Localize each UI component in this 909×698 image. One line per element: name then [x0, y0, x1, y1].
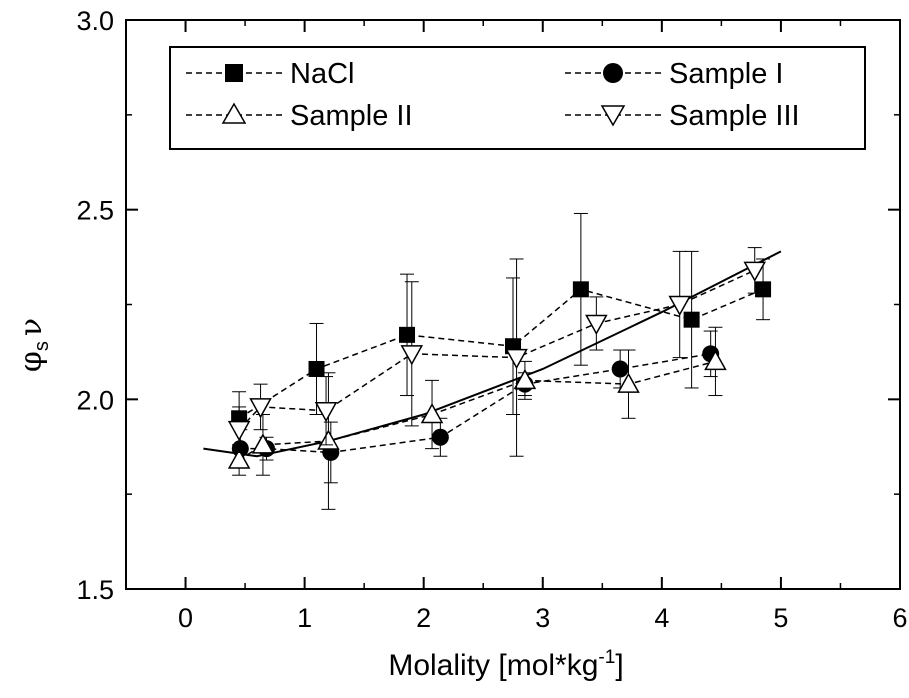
x-axis-title-sup: -1	[598, 647, 615, 668]
x-axis-title: Molality [mol*kg-1]	[388, 647, 623, 682]
y-axis-title: φsν	[14, 318, 53, 372]
legend-entry-nacl: NaCl	[186, 58, 354, 90]
x-tick-label: 5	[773, 603, 788, 633]
legend-marker-open-triangle-down	[600, 105, 626, 127]
data-point	[585, 314, 608, 336]
x-tick-labels: 0 1 2 3 4 5 6	[178, 603, 907, 633]
legend-entry-sample-ii: Sample II	[186, 100, 413, 132]
data-point	[251, 433, 275, 454]
legend-entry-sample-i: Sample I	[565, 58, 783, 90]
x-tick-label: 6	[892, 603, 907, 633]
fit-line	[203, 250, 782, 458]
legend-label-sample-iii: Sample III	[669, 100, 800, 132]
x-tick-label: 2	[416, 603, 431, 633]
legend-marker-filled-circle	[603, 63, 623, 83]
data-point	[308, 360, 325, 377]
data-point	[431, 428, 449, 446]
axis-ticks	[125, 19, 901, 590]
y-tick-label: 2.0	[76, 385, 114, 415]
y-tick-label: 2.5	[76, 196, 114, 226]
x-tick-label: 3	[535, 603, 550, 633]
x-axis-title-close: ]	[615, 649, 623, 682]
data-point	[227, 448, 251, 469]
data-point	[572, 281, 589, 298]
legend-box	[169, 46, 866, 150]
legend-label-nacl: NaCl	[290, 58, 354, 90]
series-layer	[227, 212, 772, 510]
series-line	[238, 269, 756, 431]
x-axis-title-main: Molality [mol*kg	[388, 649, 598, 682]
data-point	[743, 261, 767, 282]
data-point	[668, 295, 691, 317]
svg-text:φsν: φsν	[14, 318, 53, 372]
data-point	[420, 402, 444, 424]
x-tick-label: 4	[654, 603, 669, 633]
y-tick-labels: 1.5 2.0 2.5 3.0	[76, 6, 114, 605]
data-point	[704, 349, 727, 371]
y-tick-label: 3.0	[76, 6, 114, 36]
x-tick-label: 1	[297, 603, 312, 633]
data-point	[399, 326, 416, 343]
data-point	[611, 360, 629, 378]
legend-label-sample-ii: Sample II	[290, 100, 413, 132]
y-axis-title-sub: s	[31, 341, 53, 351]
data-point	[249, 398, 272, 419]
legend-entry-sample-iii: Sample III	[565, 100, 800, 132]
data-point	[683, 311, 700, 328]
data-point	[755, 281, 772, 298]
data-point	[400, 345, 424, 366]
fit-line-group	[203, 250, 782, 458]
x-tick-label: 0	[178, 603, 193, 633]
data-point	[505, 348, 528, 370]
data-point	[314, 401, 338, 423]
series-sample-iii	[227, 247, 767, 457]
series-sample-i	[231, 330, 720, 484]
y-axis-title-phi: φ	[14, 351, 49, 372]
data-point	[617, 372, 640, 393]
y-axis-title-nu: ν	[14, 318, 49, 336]
series-sample-ii	[227, 326, 727, 510]
data-point	[513, 368, 537, 390]
data-point	[227, 420, 251, 442]
legend-marker-filled-square	[225, 64, 243, 82]
legend: NaCl Sample I Sample II Sample III	[169, 46, 866, 150]
legend-marker-open-triangle-up	[221, 102, 247, 124]
legend-label-sample-i: Sample I	[669, 58, 783, 90]
y-tick-label: 1.5	[76, 575, 114, 605]
